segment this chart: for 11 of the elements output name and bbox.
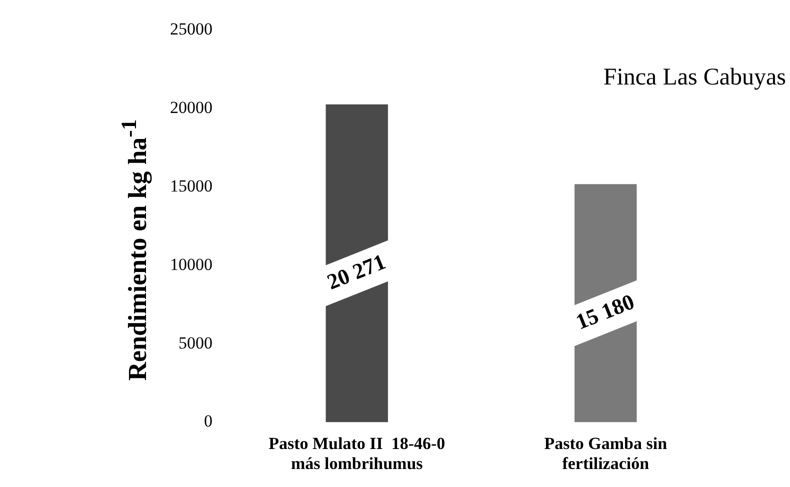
y-tick-label: 5000 xyxy=(178,333,212,352)
y-tick-label: 15000 xyxy=(170,176,212,196)
y-tick-label: 0 xyxy=(204,412,212,431)
y-tick-label: 20000 xyxy=(170,98,212,118)
text: Finca Las Cabuyas xyxy=(603,64,786,90)
x-tick-label: Pasto Gamba sin fertilización xyxy=(544,434,668,474)
x-tick-label: Pasto Mulato II 18-46-0 más lombrihumus xyxy=(268,434,446,474)
data-label: 15 180 xyxy=(572,288,638,334)
y-tick-label: 25000 xyxy=(170,20,212,39)
data-label: 20 271 xyxy=(323,248,389,294)
y-tick-label: 10000 xyxy=(170,254,212,274)
